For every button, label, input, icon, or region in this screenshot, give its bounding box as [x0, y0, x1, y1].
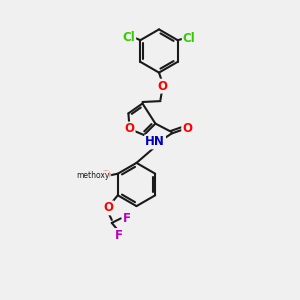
- Text: Cl: Cl: [183, 32, 196, 45]
- Text: O: O: [182, 122, 192, 135]
- Text: HN: HN: [145, 135, 165, 148]
- Text: O: O: [100, 169, 110, 182]
- Text: O: O: [124, 122, 135, 136]
- Text: O: O: [157, 80, 167, 93]
- Text: F: F: [123, 212, 131, 225]
- Text: Cl: Cl: [122, 31, 135, 44]
- Text: O: O: [103, 201, 113, 214]
- Text: methoxy: methoxy: [76, 171, 109, 180]
- Text: F: F: [114, 229, 122, 242]
